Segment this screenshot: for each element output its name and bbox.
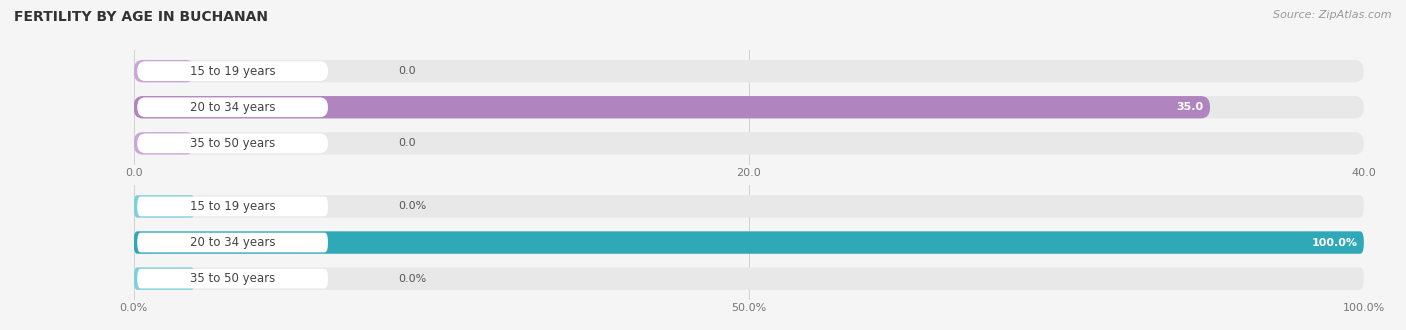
Text: 15 to 19 years: 15 to 19 years: [190, 200, 276, 213]
FancyBboxPatch shape: [134, 231, 1364, 254]
FancyBboxPatch shape: [134, 60, 195, 82]
FancyBboxPatch shape: [134, 267, 195, 290]
FancyBboxPatch shape: [134, 132, 1364, 154]
Text: 0.0: 0.0: [398, 66, 416, 76]
FancyBboxPatch shape: [138, 61, 328, 81]
Text: 15 to 19 years: 15 to 19 years: [190, 65, 276, 78]
FancyBboxPatch shape: [138, 97, 328, 117]
Text: 20 to 34 years: 20 to 34 years: [190, 101, 276, 114]
Text: 35.0: 35.0: [1177, 102, 1204, 112]
FancyBboxPatch shape: [134, 132, 195, 154]
Text: FERTILITY BY AGE IN BUCHANAN: FERTILITY BY AGE IN BUCHANAN: [14, 10, 269, 24]
Text: 35 to 50 years: 35 to 50 years: [190, 272, 276, 285]
FancyBboxPatch shape: [138, 197, 328, 216]
FancyBboxPatch shape: [134, 195, 1364, 218]
Text: 0.0%: 0.0%: [398, 201, 426, 212]
Text: 20 to 34 years: 20 to 34 years: [190, 236, 276, 249]
Text: 35 to 50 years: 35 to 50 years: [190, 137, 276, 150]
FancyBboxPatch shape: [134, 231, 1364, 254]
Text: 100.0%: 100.0%: [1312, 238, 1358, 248]
Text: Source: ZipAtlas.com: Source: ZipAtlas.com: [1274, 10, 1392, 20]
FancyBboxPatch shape: [138, 269, 328, 288]
FancyBboxPatch shape: [134, 96, 1364, 118]
FancyBboxPatch shape: [134, 195, 195, 218]
FancyBboxPatch shape: [134, 96, 1211, 118]
FancyBboxPatch shape: [138, 233, 328, 252]
Text: 0.0%: 0.0%: [398, 274, 426, 284]
Text: 0.0: 0.0: [398, 138, 416, 148]
FancyBboxPatch shape: [134, 267, 1364, 290]
FancyBboxPatch shape: [138, 134, 328, 153]
FancyBboxPatch shape: [134, 60, 1364, 82]
